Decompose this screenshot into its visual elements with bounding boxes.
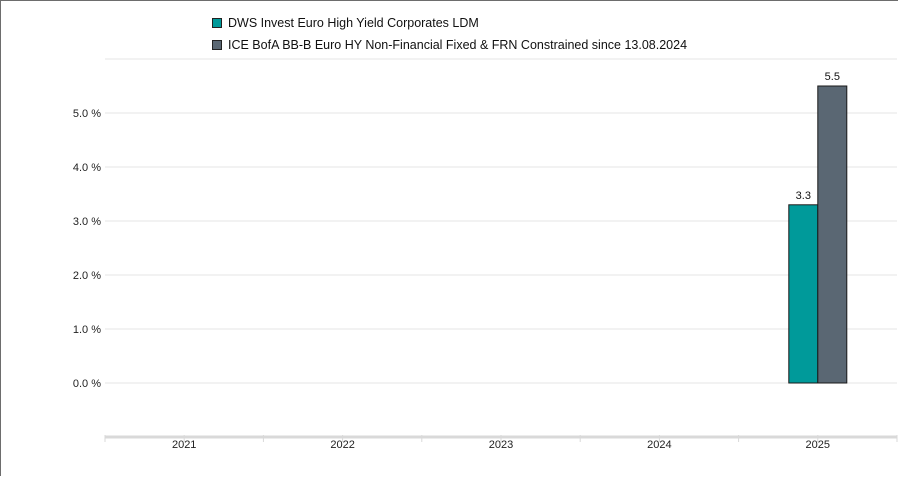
y-tick-label: 2.0 % [73, 270, 101, 282]
legend: DWS Invest Euro High Yield Corporates LD… [212, 12, 687, 56]
y-tick-label: 1.0 % [73, 324, 101, 336]
legend-item-benchmark: ICE BofA BB-B Euro HY Non-Financial Fixe… [212, 34, 687, 56]
x-tick-label: 2021 [172, 439, 196, 451]
x-tick-label: 2023 [489, 439, 513, 451]
y-tick-label: 0.0 % [73, 378, 101, 390]
y-tick-label: 5.0 % [73, 108, 101, 120]
data-label: 3.3 [796, 190, 811, 202]
legend-swatch-benchmark [212, 40, 222, 50]
bar-fund-2025 [788, 204, 819, 384]
bar-benchmark-2025 [817, 85, 848, 384]
y-tick-label: 4.0 % [73, 162, 101, 174]
legend-label-fund: DWS Invest Euro High Yield Corporates LD… [228, 16, 479, 30]
legend-swatch-fund [212, 18, 222, 28]
x-tick-label: 2025 [806, 439, 830, 451]
legend-item-fund: DWS Invest Euro High Yield Corporates LD… [212, 12, 687, 34]
y-tick-label: 3.0 % [73, 216, 101, 228]
x-tick-label: 2024 [647, 439, 671, 451]
data-label: 5.5 [825, 71, 840, 83]
x-tick-label: 2022 [330, 439, 354, 451]
legend-label-benchmark: ICE BofA BB-B Euro HY Non-Financial Fixe… [228, 38, 688, 52]
